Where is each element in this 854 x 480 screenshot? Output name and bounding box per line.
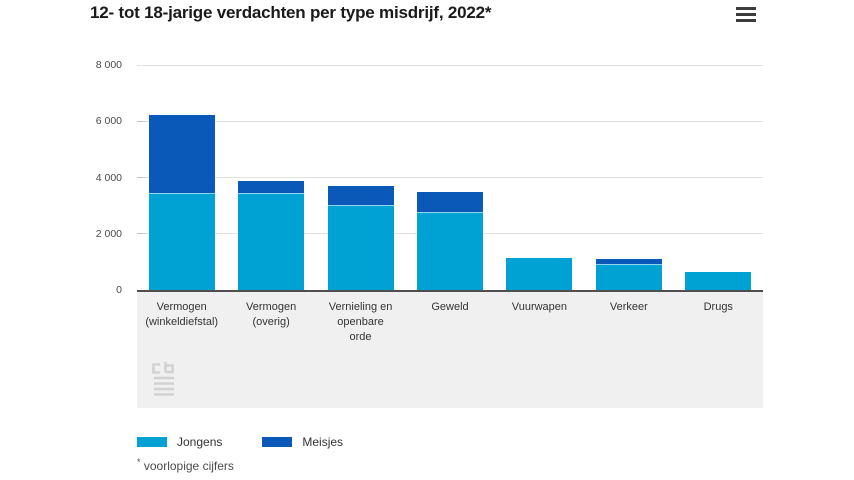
y-tick: [137, 177, 145, 178]
cbs-logo: [149, 361, 179, 399]
bar-5[interactable]: [506, 257, 573, 290]
bar-segment-jongens[interactable]: [417, 211, 483, 290]
bar-segment-meisjes[interactable]: [417, 191, 483, 212]
bar-segment-jongens[interactable]: [506, 257, 573, 290]
legend-swatch: [262, 437, 293, 447]
y-tick: [137, 120, 145, 122]
footnote-text: voorlopige cijfers: [143, 459, 234, 473]
bar-segment-jongens[interactable]: [327, 204, 394, 290]
footnote: * voorlopige cijfers: [137, 457, 234, 473]
hamburger-icon: [736, 7, 760, 22]
bar-7[interactable]: [685, 271, 752, 290]
category-label-5: Vuurwapen: [511, 301, 568, 313]
bar-4[interactable]: [417, 191, 483, 290]
menu-button[interactable]: [736, 6, 760, 26]
gridline-8000: [137, 64, 763, 66]
category-label-4: Geweld: [431, 301, 469, 313]
category-label-2: Vermogen (overig): [246, 301, 297, 328]
category-label-band: Vermogen (winkeldiefstal) Vermogen (overi…: [137, 292, 763, 408]
legend-item-meisjes[interactable]: Meisjes: [262, 435, 343, 449]
y-axis-label: 4 000: [95, 171, 122, 184]
gridline-4000: [137, 177, 763, 178]
y-axis-label: 2 000: [95, 227, 122, 240]
bar-segment-meisjes[interactable]: [327, 186, 394, 205]
y-tick: [137, 233, 145, 235]
legend-swatch: [137, 437, 167, 447]
legend-item-jongens[interactable]: Jongens: [137, 435, 222, 449]
footnote-marker: *: [137, 457, 141, 467]
chart-title: 12- tot 18-jarige verdachten per type mi…: [90, 3, 492, 22]
bar-segment-jongens[interactable]: [148, 193, 215, 290]
legend-label: Meisjes: [302, 435, 344, 449]
bar-segment-jongens[interactable]: [238, 193, 305, 290]
bar-segment-jongens[interactable]: [685, 271, 752, 290]
gridline-6000: [137, 120, 763, 122]
bar-6[interactable]: [595, 259, 662, 290]
bar-segment-meisjes[interactable]: [238, 180, 305, 194]
y-axis-label: 8 000: [95, 59, 122, 71]
category-label-6: Verkeer: [609, 301, 648, 313]
bar-segment-meisjes[interactable]: [148, 114, 215, 194]
category-label-3: Vernieling en openbare orde: [328, 301, 393, 343]
plot-area: [137, 64, 763, 292]
bar-segment-meisjes[interactable]: [595, 259, 662, 264]
bar-1[interactable]: [148, 114, 215, 290]
legend-label: Jongens: [177, 435, 223, 449]
y-axis-label: 6 000: [95, 115, 122, 128]
bar-3[interactable]: [327, 186, 394, 290]
bar-2[interactable]: [238, 180, 305, 290]
category-label-7: Drugs: [703, 301, 733, 313]
legend: Jongens Meisjes: [137, 435, 383, 449]
y-axis-label: 0: [116, 284, 122, 296]
bar-segment-jongens[interactable]: [595, 263, 662, 290]
category-label-1: Vermogen (winkeldiefstal): [145, 301, 219, 328]
